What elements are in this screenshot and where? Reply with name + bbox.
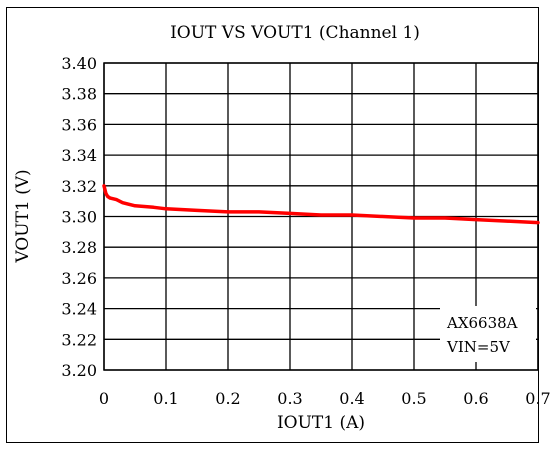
x-tick-label: 0.3 [277,389,302,408]
annotation-device: AX6638A [446,314,518,332]
y-axis-label: VOUT1 (V) [13,169,33,263]
x-tick-label: 0.1 [153,389,178,408]
x-tick-label: 0.5 [401,389,426,408]
y-tick-label: 3.28 [61,238,97,257]
y-tick-label: 3.20 [61,361,97,380]
y-tick-label: 3.26 [61,269,97,288]
x-tick-label: 0.6 [463,389,488,408]
legend-box-background [440,306,536,362]
y-tick-label: 3.32 [61,177,97,196]
x-axis-label: IOUT1 (A) [277,413,365,433]
y-tick-label: 3.36 [61,115,97,134]
x-tick-label: 0.4 [339,389,364,408]
y-tick-label: 3.24 [61,300,97,319]
plot-area-border [103,62,539,371]
y-tick-label: 3.38 [61,85,97,104]
x-axis-ticks: 0 0.1 0.2 0.3 0.4 0.5 0.6 0.7 [99,389,550,408]
x-tick-label: 0.2 [215,389,240,408]
y-tick-label: 3.22 [61,330,97,349]
chart-title: IOUT VS VOUT1 (Channel 1) [170,23,420,43]
x-tick-label: 0 [99,389,109,408]
x-tick-label: 0.7 [525,389,550,408]
annotation-vin: VIN=5V [446,338,511,356]
y-tick-label: 3.40 [61,54,97,73]
series-line-0 [102,184,540,225]
y-tick-label: 3.34 [61,146,97,165]
y-tick-label: 3.30 [61,208,97,227]
y-axis-ticks: 3.40 3.38 3.36 3.34 3.32 3.30 3.28 3.26 3.24 3.22… [61,54,97,380]
series-layer [102,184,540,225]
legend-box: AX6638A VIN=5V [440,306,536,362]
